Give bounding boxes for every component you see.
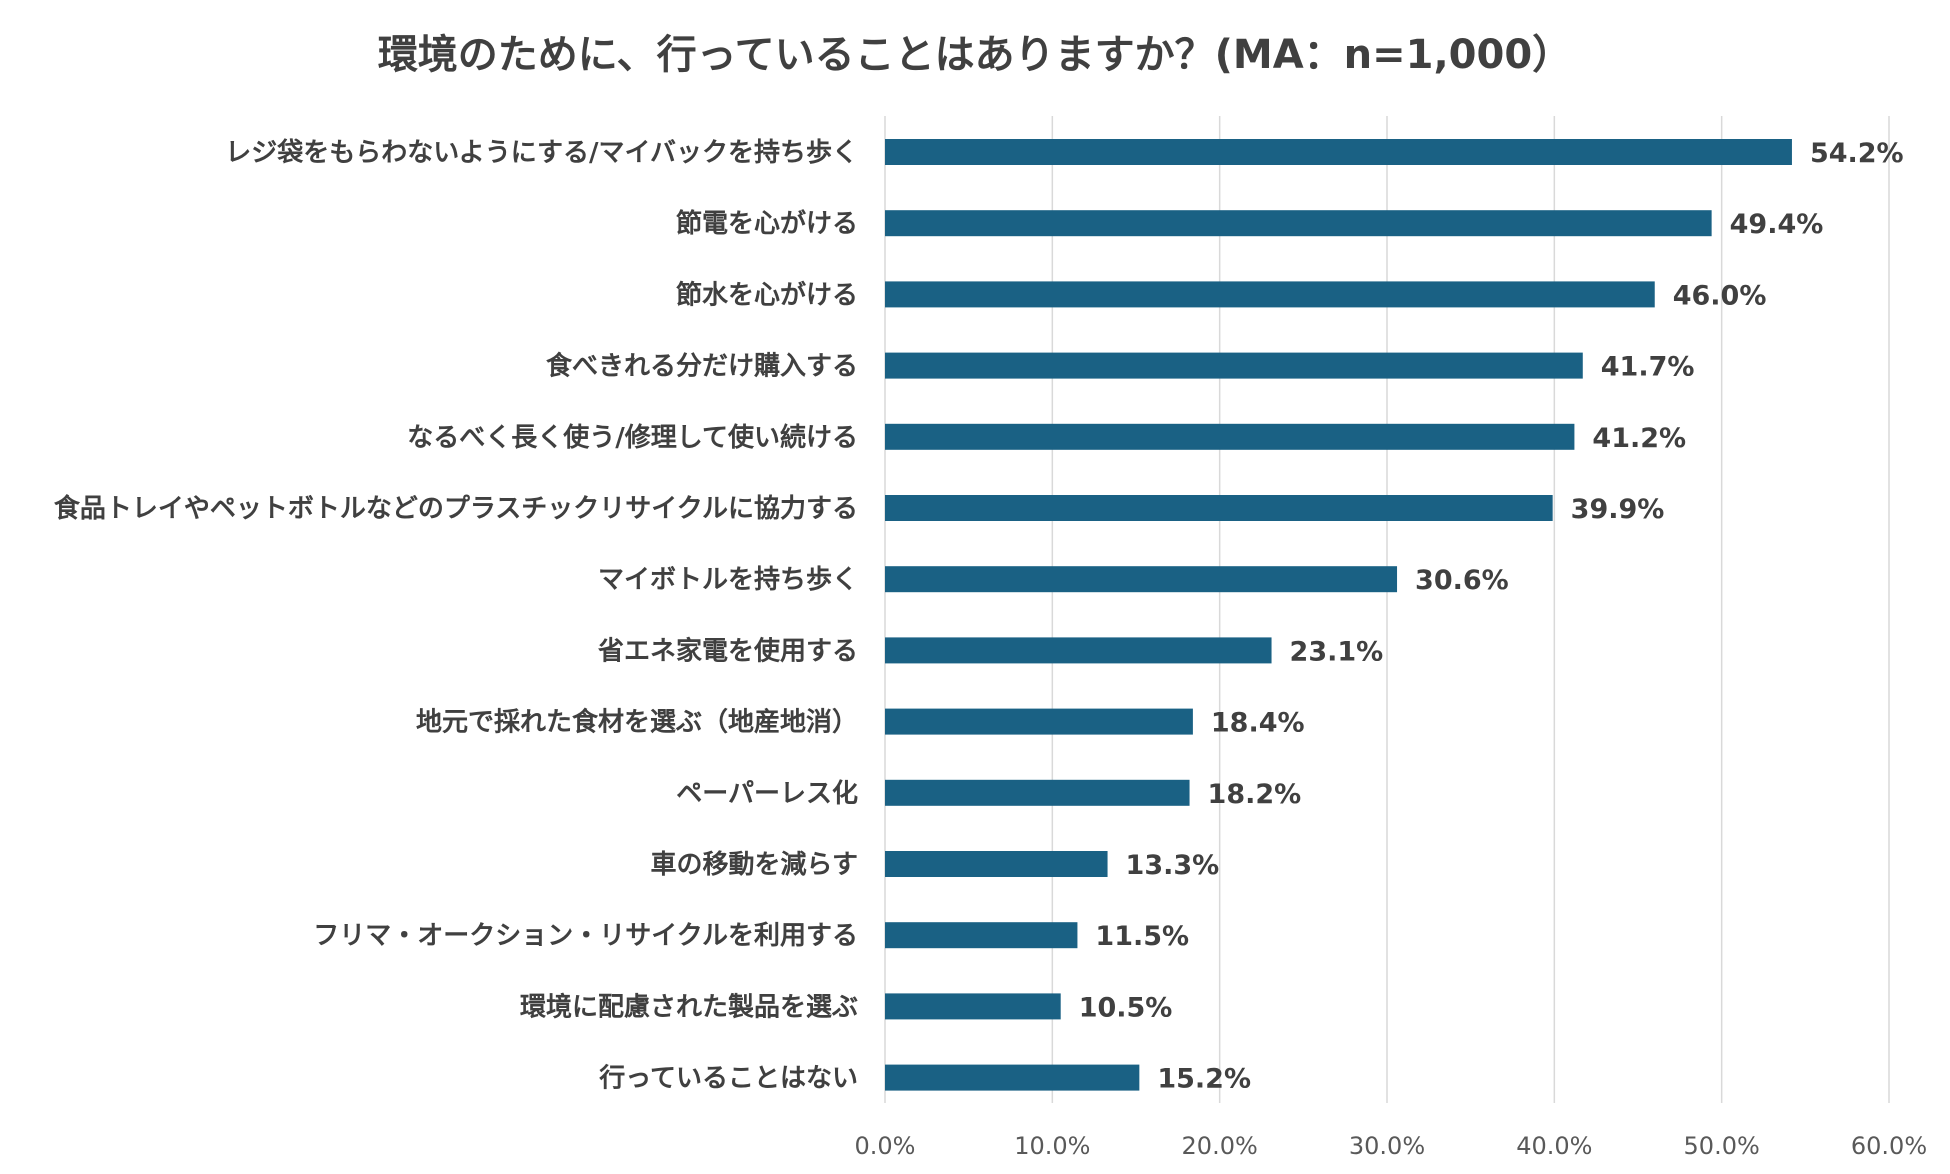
bar (885, 210, 1712, 237)
value-label: 15.2% (1157, 1064, 1251, 1095)
value-label: 41.7% (1601, 352, 1695, 383)
value-label: 41.2% (1592, 423, 1686, 454)
value-label: 10.5% (1079, 992, 1173, 1023)
x-tick-label: 60.0% (1851, 1132, 1927, 1160)
gridlines (884, 116, 1890, 1103)
bar (885, 281, 1655, 308)
chart-title: 環境のために、行っていることはありますか？(MA：n=1,000） (377, 32, 1573, 78)
category-label: 節電を心がける (676, 208, 858, 239)
x-tick-label: 20.0% (1182, 1132, 1258, 1160)
value-label: 46.0% (1673, 280, 1767, 311)
category-label: 地元で採れた食材を選ぶ（地産地消） (416, 707, 858, 738)
category-label: マイボトルを持ち歩く (598, 565, 858, 595)
bar (885, 423, 1575, 450)
x-tick-label: 40.0% (1516, 1132, 1592, 1160)
x-tick-label: 30.0% (1349, 1132, 1425, 1160)
value-label: 54.2% (1810, 138, 1904, 169)
bar (885, 637, 1272, 664)
category-label: 省エネ家電を使用する (597, 635, 858, 666)
value-label: 23.1% (1290, 636, 1384, 667)
category-label: レジ袋をもらわないようにする/マイバックを持ち歩く (225, 138, 858, 168)
bar (885, 851, 1108, 877)
value-label: 49.4% (1730, 209, 1824, 240)
value-label: 39.9% (1571, 494, 1665, 525)
bars (885, 139, 1792, 1091)
category-label: ペーパーレス化 (676, 779, 858, 809)
bar (885, 993, 1061, 1020)
category-label: 節水を心がける (676, 279, 858, 310)
x-tick-label: 0.0% (855, 1132, 916, 1160)
value-label: 18.2% (1208, 779, 1302, 810)
x-tick-label: 50.0% (1684, 1132, 1760, 1160)
bar (885, 566, 1398, 593)
x-axis-tick-labels: 0.0% 10.0% 20.0% 30.0% 40.0% 50.0% 60.0% (855, 1132, 1928, 1160)
value-label: 13.3% (1126, 850, 1220, 881)
bar (885, 352, 1583, 379)
value-label: 18.4% (1211, 708, 1305, 739)
bar (885, 495, 1553, 521)
category-label: 環境に配慮された製品を選ぶ (520, 991, 858, 1022)
bar (885, 1064, 1140, 1091)
x-tick-label: 10.0% (1014, 1132, 1090, 1160)
bar (885, 922, 1078, 949)
category-label: 行っていることはない (598, 1063, 858, 1094)
category-label: なるべく長く使う/修理して使い続ける (407, 422, 858, 453)
category-label: 食品トレイやペットボトルなどのプラスチックリサイクルに協力する (54, 493, 858, 524)
category-labels: レジ袋をもらわないようにする/マイバックを持ち歩く節電を心がける節水を心がける食… (54, 138, 858, 1094)
bar (885, 708, 1193, 735)
bar (885, 139, 1792, 165)
value-label: 11.5% (1095, 921, 1189, 952)
category-label: 車の移動を減らす (651, 850, 858, 880)
category-label: フリマ・オークション・リサイクルを利用する (313, 921, 858, 951)
value-label: 30.6% (1415, 565, 1509, 596)
bar (885, 779, 1190, 806)
category-label: 食べきれる分だけ購入する (546, 351, 858, 382)
value-labels: 54.2% 49.4% 46.0% 41.7% 41.2% 39.9% 30.6% 23.1%… (1079, 138, 1904, 1095)
